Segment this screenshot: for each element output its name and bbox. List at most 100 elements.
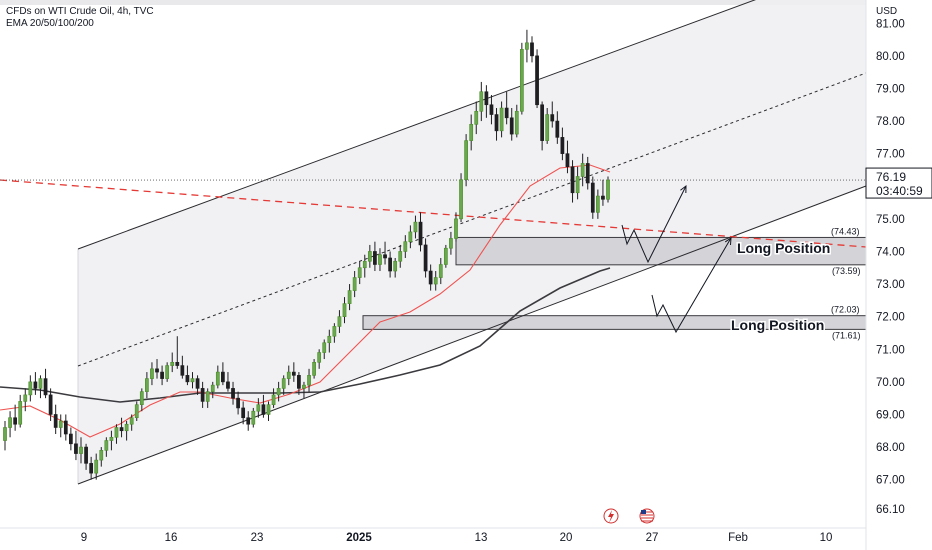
candle-up <box>94 459 99 474</box>
candle-down <box>555 120 560 138</box>
candle-down <box>241 407 246 419</box>
candle-down <box>489 104 494 115</box>
candle-up <box>519 49 524 112</box>
candle-up <box>525 42 529 50</box>
zone-bottom-price-label: (73.59) <box>832 266 861 276</box>
current-price-box <box>865 167 932 199</box>
candle-up <box>58 420 63 428</box>
candle-up <box>134 404 139 419</box>
candle-down <box>119 427 124 432</box>
candle-down <box>33 381 38 389</box>
candle-down <box>418 221 423 246</box>
candle-down <box>484 91 489 106</box>
candle-down <box>565 153 570 168</box>
candle-down <box>570 166 575 194</box>
candle-up <box>38 378 43 389</box>
long-position-zone <box>455 236 867 266</box>
candle-down <box>585 163 590 184</box>
candle-down <box>231 388 235 399</box>
candle-down <box>428 270 433 285</box>
candle-up <box>438 264 443 278</box>
candle-down <box>504 107 509 119</box>
price-tick-label: 70.00 <box>876 377 905 389</box>
candle-up <box>18 401 23 425</box>
candle-up <box>23 394 28 402</box>
candle-down <box>63 420 68 435</box>
channel-midline <box>77 72 867 367</box>
price-tick-label: 69.00 <box>876 409 905 421</box>
time-tick-label: 27 <box>646 532 659 544</box>
time-tick-label: Feb <box>728 532 748 544</box>
zone-bottom-price-label: (71.61) <box>832 330 861 340</box>
candle-up <box>79 446 83 454</box>
candle-down <box>155 368 159 373</box>
price-tick-label: 79.00 <box>876 83 905 95</box>
price-tick-label: 77.00 <box>876 149 905 161</box>
candle-up <box>99 450 104 461</box>
price-tick-label: 81.00 <box>876 18 905 30</box>
candle-down <box>53 414 58 428</box>
candle-up <box>8 417 12 428</box>
time-tick-label: 16 <box>165 532 178 544</box>
price-tick-label: 66.10 <box>876 504 905 516</box>
candle-down <box>261 404 266 415</box>
price-tick-label: 74.00 <box>876 246 905 258</box>
candle-up <box>327 335 332 344</box>
candle-up <box>114 427 119 438</box>
candle-up <box>286 371 291 379</box>
candle-up <box>307 375 311 386</box>
candle-up <box>129 417 134 425</box>
candle-down <box>246 417 251 425</box>
candle-up <box>145 378 149 392</box>
candle-down <box>185 375 190 383</box>
symbol-title: CFDs on WTI Crude Oil, 4h, TVC <box>6 6 154 17</box>
candle-up <box>378 254 382 265</box>
candle-down <box>509 117 514 135</box>
price-tick-label: 80.00 <box>876 51 905 63</box>
long-position-label: Long Position <box>737 240 830 256</box>
zone-top-price-label: (72.03) <box>831 305 860 315</box>
candle-up <box>271 394 276 405</box>
price-tick-label: 75.00 <box>876 214 905 226</box>
candle-up <box>281 378 286 389</box>
currency-label: USD <box>876 6 898 17</box>
candle-down <box>373 251 377 265</box>
candle-down <box>388 257 392 272</box>
candle-up <box>337 316 342 327</box>
time-tick-label: 13 <box>475 532 488 544</box>
candle-up <box>352 277 357 291</box>
candle-up <box>433 277 438 285</box>
candle-up <box>190 378 195 383</box>
bar-countdown-label: 03:40:59 <box>876 184 923 198</box>
candle-down <box>160 371 164 379</box>
candle-up <box>367 251 372 262</box>
candle-down <box>550 114 555 122</box>
candle-up <box>474 110 479 125</box>
candle-up <box>469 124 474 141</box>
candle-up <box>3 427 7 441</box>
long-position-label: Long Position <box>731 317 824 333</box>
candle-up <box>403 241 408 252</box>
candle-up <box>302 384 306 389</box>
candle-down <box>69 433 73 445</box>
candle-down <box>226 381 230 389</box>
lightning-icon-glyph <box>608 510 614 523</box>
candle-up <box>580 163 585 177</box>
projected-arrow-2 <box>724 237 732 246</box>
price-tick-label: 72.00 <box>876 312 905 324</box>
candle-down <box>180 365 185 376</box>
candle-up <box>449 238 453 249</box>
projected-path-2 <box>651 237 732 334</box>
price-tick-label: 67.00 <box>876 475 905 487</box>
candle-up <box>165 365 170 379</box>
candle-down <box>236 397 240 409</box>
candle-down <box>494 114 499 132</box>
time-tick-label: 2025 <box>346 532 372 544</box>
candle-up <box>312 361 316 376</box>
projected-arrow-1 <box>680 184 687 194</box>
candle-up <box>393 260 398 272</box>
candle-down <box>423 244 428 272</box>
indicator-legend: EMA 20/50/100/200 <box>6 18 94 29</box>
candle-up <box>342 303 347 317</box>
